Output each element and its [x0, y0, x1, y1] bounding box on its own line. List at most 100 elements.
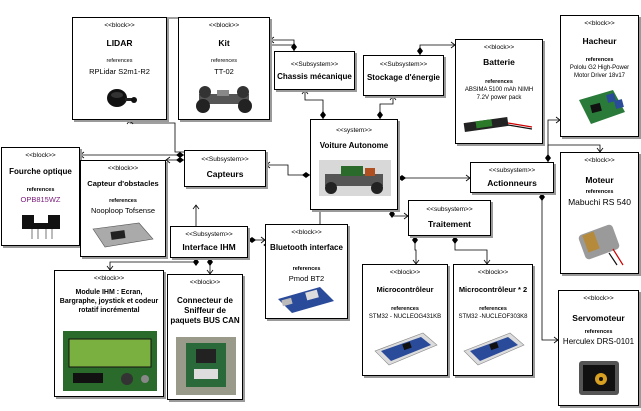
block-microcontroleur-1[interactable]: <<block>> Microcontrôleur references STM…	[362, 264, 448, 376]
wire-stockage-batterie	[419, 44, 455, 55]
nucleo-g431-image	[374, 332, 438, 366]
ref-label: references	[292, 266, 321, 272]
arrow-obstacles	[165, 156, 171, 164]
subsystem-title: Interface IHM	[182, 242, 236, 252]
stereotype: <<block>>	[107, 165, 139, 172]
diamond-ihm	[207, 258, 213, 266]
block-title: Moteur	[585, 175, 614, 185]
lidar-image	[107, 89, 137, 107]
arrow-capteurs-top	[126, 119, 134, 125]
block-title: Fourche optique	[9, 167, 72, 176]
diamond-traitement-b	[452, 236, 458, 244]
diamond-voiture-stockage	[377, 111, 383, 119]
stereotype: <<block>>	[584, 20, 615, 27]
block-lidar[interactable]: <<block>> LIDAR references RPLidar S2m1-…	[72, 17, 167, 120]
stereotype: <<subsystem>>	[426, 206, 473, 213]
stereotype: <<block>>	[189, 279, 221, 286]
subsystem-traitement[interactable]: <<subsystem>> Traitement	[408, 200, 491, 236]
subsystem-chassis[interactable]: <<Subsystem>> Chassis mécanique	[274, 51, 355, 90]
stereotype: <<system>>	[336, 127, 372, 134]
arrow-stockage	[389, 95, 397, 101]
ref-label: references	[584, 329, 613, 335]
motor-image	[578, 224, 624, 266]
hacheur-image	[579, 90, 625, 124]
stereotype: <<subsystem>>	[488, 167, 536, 174]
diamond-voiture-chassis	[320, 111, 326, 119]
block-title: Servomoteur	[572, 313, 625, 323]
block-fourche[interactable]: <<block>> Fourche optique references OPB…	[1, 147, 80, 246]
tofsense-image	[92, 222, 154, 248]
subsystem-capteurs[interactable]: <<Subsystem>> Capteurs	[184, 150, 266, 187]
block-batterie[interactable]: <<block>> Batterie references ABSIMA 510…	[455, 39, 543, 144]
ref-value: Mabuchi RS 540	[568, 197, 631, 207]
nucleo-f303-image	[463, 332, 525, 366]
stereotype: <<block>>	[104, 22, 135, 29]
can-sniffer-image	[176, 337, 236, 395]
diamond-traitement	[412, 236, 418, 244]
subsystem-title: Actionneurs	[487, 178, 537, 188]
block-title: Kit	[218, 38, 230, 48]
diamond-ihm-b	[248, 237, 256, 243]
block-capteur-obstacles[interactable]: <<block>> Capteur d'obstacles references…	[80, 160, 166, 257]
block-bluetooth[interactable]: <<block>> Bluetooth interface references…	[265, 224, 348, 319]
ref-value: STM32 -NUCLEOF303K8	[458, 314, 528, 320]
arrow-chassis	[301, 89, 309, 95]
block-title: LIDAR	[106, 38, 133, 48]
ref-label: references	[106, 58, 133, 64]
wire-voiture-capteurs	[266, 164, 310, 176]
stereotype: <<block>>	[93, 275, 125, 282]
block-moteur[interactable]: <<block>> Moteur references Mabuchi RS 5…	[560, 152, 639, 274]
arrow-fourche	[79, 151, 85, 159]
block-title: Batterie	[483, 57, 515, 67]
wire-actionneurs-hacheur	[547, 119, 560, 162]
block-connecteur[interactable]: <<block>> Connecteur de Sniffeur de paqu…	[167, 274, 243, 400]
voiture-image	[319, 160, 391, 196]
ref-value: Nooploop Tofsense	[90, 206, 156, 215]
ref-value: Pololu G2 High-Power Motor Driver 18v17	[569, 65, 630, 79]
block-title: Microcontrôleur	[376, 285, 434, 294]
stereotype: <<block>>	[584, 157, 615, 164]
stereotype: <<block>>	[291, 229, 322, 236]
ref-value: Pmod BT2	[288, 274, 325, 283]
arrow-kit	[269, 36, 275, 44]
block-module-ihm[interactable]: <<block>> Module IHM : Ecran, Bargraphe,…	[54, 270, 164, 397]
block-title: Connecteur de Sniffeur de paquets BUS CA…	[170, 296, 240, 325]
block-title: Capteur d'obstacles	[87, 179, 159, 188]
ref-value: STM32 - NUCLEOG431KB	[368, 314, 442, 320]
stereotype: <<block>>	[25, 152, 56, 159]
diamond-voiture-bottom	[389, 210, 395, 218]
block-kit[interactable]: <<block>> Kit references TT-02	[178, 17, 270, 120]
arrow-capteurs-right	[265, 161, 271, 169]
ref-label: references	[485, 79, 513, 85]
block-servomoteur[interactable]: <<block>> Servomoteur references Hercule…	[558, 290, 639, 406]
diamond-voiture-right	[398, 175, 406, 181]
stereotype: <<block>>	[389, 269, 421, 276]
system-voiture-autonome[interactable]: <<system>> Voiture Autonome	[310, 119, 398, 210]
ref-value: OPB815WZ	[20, 195, 61, 204]
ref-label: references	[391, 306, 419, 312]
diamond-actionneurs-b	[539, 193, 545, 201]
arrow-ihm-up	[192, 204, 200, 210]
subsystem-stockage[interactable]: <<Subsystem>> Stockage d'énergie	[363, 55, 444, 96]
wire-ihm-module	[109, 258, 197, 270]
stereotype: <<Subsystem>>	[185, 231, 233, 238]
block-hacheur[interactable]: <<block>> Hacheur references Pololu G2 H…	[560, 15, 639, 137]
ref-value: ABSIMA 5100 mAh NIMH 7.2V power pack	[464, 87, 534, 101]
lcd-module-image	[63, 331, 157, 391]
stereotype: <<block>>	[583, 295, 614, 302]
subsystem-ihm[interactable]: <<Subsystem>> Interface IHM	[170, 226, 248, 258]
diamond-capteurs	[176, 157, 184, 163]
block-microcontroleur-2[interactable]: <<block>> Microcontrôleur * 2 references…	[453, 264, 533, 376]
subsystem-title: Capteurs	[206, 169, 244, 179]
ref-label: references	[26, 187, 55, 193]
diamond-ihm-left	[193, 258, 199, 266]
diamond-capteurs-b	[176, 152, 184, 158]
stereotype: <<block>>	[208, 22, 240, 29]
wire-actionneurs-servo	[541, 193, 558, 341]
wire-chassis-kit	[270, 39, 295, 51]
wire-voiture-chassis	[304, 90, 324, 119]
ref-value: RPLidar S2m1-R2	[89, 67, 150, 76]
stereotype: <<Subsystem>>	[290, 61, 339, 68]
subsystem-actionneurs[interactable]: <<subsystem>> Actionneurs	[470, 162, 554, 193]
